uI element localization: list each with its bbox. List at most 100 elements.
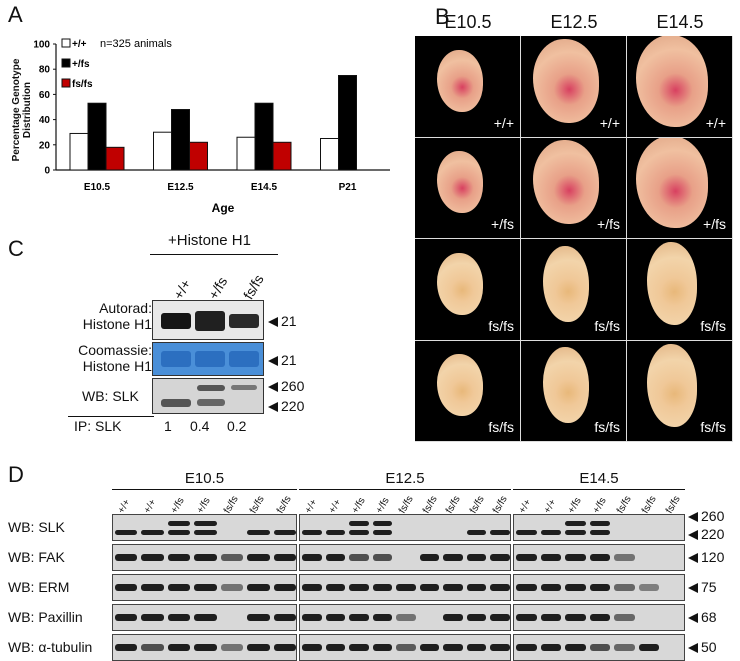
embryo-image [636,36,708,127]
blot-strip [513,544,685,571]
blot-band [220,584,244,591]
blot-band [516,584,537,591]
blot-band [516,530,537,535]
lane-genotype: fs/fs [444,494,464,516]
blot-label: WB: SLK [8,519,65,535]
lane-genotype: fs/fs [467,494,487,516]
embryo-cell: +/fs [627,137,733,239]
x-tick-label: P21 [339,182,357,193]
blot-band [614,554,635,561]
marker-value: 68 [701,609,717,625]
lane-label: fs/fs [240,271,267,302]
panel-label-a: A [8,2,23,27]
stage-label: E10.5 [444,12,492,32]
embryo-image [636,137,708,229]
blot-band [466,554,487,561]
blot-strip [513,514,685,541]
legend-entry: fs/fs [72,79,93,90]
lane-genotype: +/+ [326,497,344,516]
marker-value: 75 [701,579,717,595]
legend-swatch [61,58,71,68]
bar [320,138,339,171]
lane-label: +/fs [205,274,231,302]
histone-header-rule [150,254,278,255]
marker-arrow-icon [688,643,698,654]
blot-band [565,554,586,561]
bar [105,146,125,171]
lane-genotype: +/+ [517,497,534,516]
blot-band [466,584,487,591]
blot-strip [112,514,297,541]
y-tick-label: 20 [39,140,51,151]
lane-genotype: +/+ [142,497,160,516]
autorad-mw-marker: 21 [268,313,297,329]
embryo-cell: +/+ [627,36,733,138]
bar [338,75,357,171]
blot-band [372,521,393,526]
blot-band [490,614,510,621]
marker-arrow-icon [688,583,698,594]
chart-a-ylabel: Percentage Genotype Distribution [11,58,33,162]
blot-band [247,614,270,621]
blot-strip [112,544,297,571]
blot-band [396,644,416,651]
blot-band [141,644,164,651]
blot-band [220,554,244,561]
blot-strip [513,574,685,601]
embryo-cell: +/fs [521,137,627,239]
blot-band [115,530,138,535]
lane-genotype: fs/fs [664,494,684,516]
blot-band [325,554,346,561]
bar [254,102,274,171]
blot-strip [299,574,511,601]
ip-slk-label: IP: SLK [74,418,122,434]
embryo-image [646,343,698,427]
legend-swatch [61,78,71,88]
blot-band [325,614,346,621]
blot-band [115,614,138,621]
blot-band [490,644,510,651]
histone-h1-header: +Histone H1 [168,232,251,249]
bar [236,136,256,171]
ip-value-3: 0.2 [227,418,247,434]
embryo-cell: fs/fs [521,239,627,341]
legend-entry: +/+ [72,39,87,50]
genotype-label: +/fs [597,216,620,232]
marker-arrow-icon [688,613,698,624]
blot-band [466,530,487,535]
blot-band [490,554,510,561]
blot-strip [112,574,297,601]
y-tick-label: 40 [39,115,51,126]
blot-band [349,644,369,651]
y-tick-label: 80 [39,65,51,76]
genotype-label: +/+ [493,114,514,131]
blot-band [589,614,611,621]
embryo-cell: +/+ [521,36,627,138]
marker-arrow-icon [688,512,698,523]
blot-band [372,530,393,535]
blot-band [115,584,138,591]
blot-band [443,554,463,561]
blot-band [167,554,191,561]
lane-genotype: +/fs [373,495,392,516]
blot-band [273,530,296,535]
bar [153,131,172,171]
blot-label: WB: α-tubulin [8,639,93,655]
blot-band [194,614,217,621]
lane-genotype: +/+ [541,497,559,516]
blot-band [443,614,463,621]
blot-band [349,614,369,621]
panel-label-b: B [435,4,450,29]
wb-slk-mw-220: 220 [268,398,304,414]
blot-band [565,530,586,535]
blot-band [194,521,217,526]
blot-band [194,584,217,591]
stage-header: E14.5 [579,470,619,487]
stage-rule [513,489,685,490]
stage-label: E14.5 [656,12,704,32]
blot-band [419,554,440,561]
blot-band [220,644,244,651]
embryo-cell: +/+ [415,36,521,138]
blot-band [167,530,191,535]
blot-band [302,644,322,651]
